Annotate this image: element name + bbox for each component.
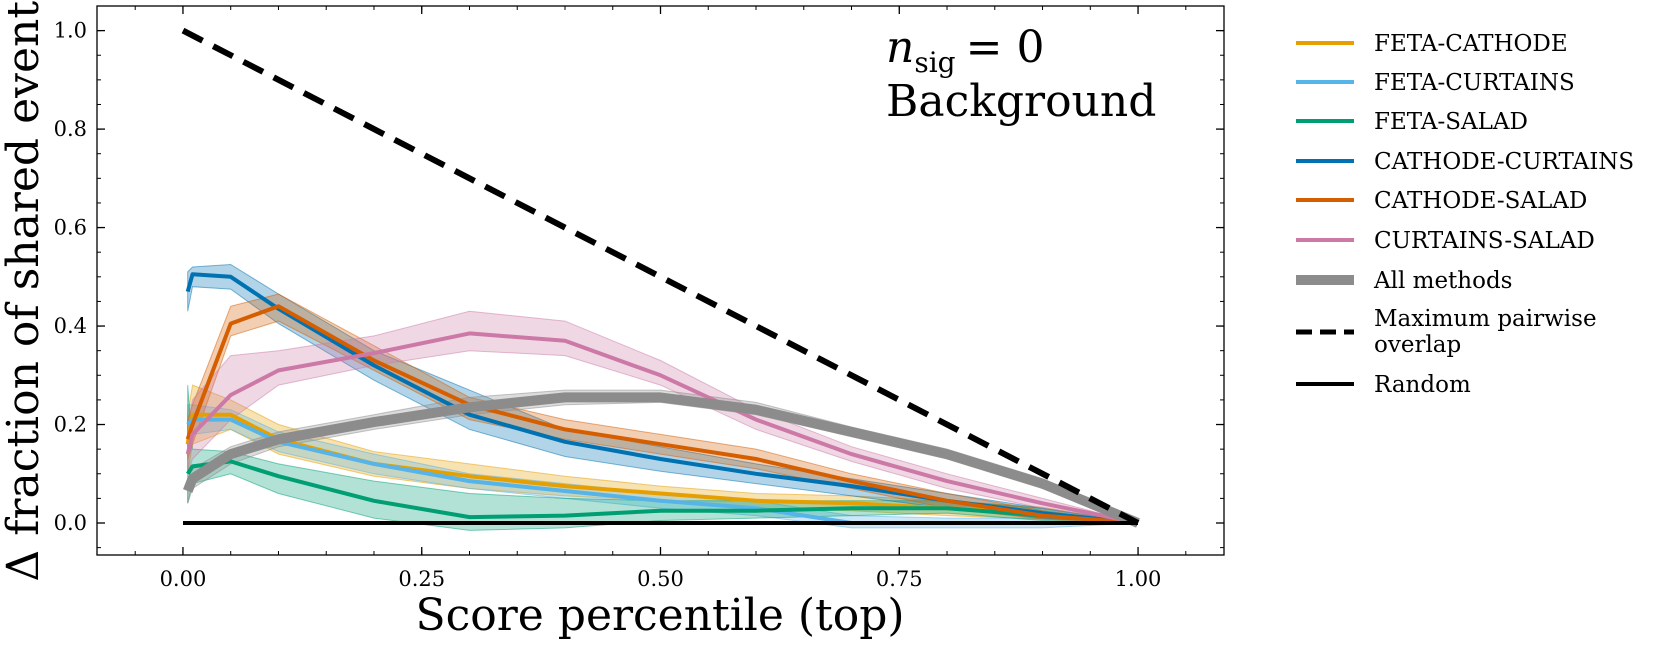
svg-text:nsig= 0: nsig = 0 — [886, 22, 1044, 79]
annotation-subscript: sig — [914, 46, 955, 79]
series-line-all-methods — [183, 392, 1140, 528]
y-axis-title: Δ fraction of shared events — [0, 0, 49, 582]
y-tick-label: 0.8 — [54, 117, 87, 141]
y-tick-label: 1.0 — [54, 19, 87, 43]
legend: FETA-CATHODE FETA-CURTAINS FETA-SALAD CATHO… — [1296, 31, 1634, 398]
legend-label: CURTAINS-SALAD — [1374, 228, 1595, 254]
series-line-maximum-pairwise-overlap — [181, 27, 1140, 526]
legend-label: FETA-SALAD — [1374, 109, 1528, 135]
legend-label: FETA-CATHODE — [1374, 31, 1568, 57]
x-axis-title: Score percentile (top) — [415, 590, 904, 641]
legend-label: CATHODE-SALAD — [1374, 188, 1587, 214]
legend-label: All methods — [1373, 268, 1512, 294]
y-tick-label: 0.0 — [54, 511, 87, 535]
legend-label: FETA-CURTAINS — [1374, 70, 1575, 96]
tick-labels: 0.00 0.25 0.50 0.75 1.00 0.0 0.2 0.4 0.6 0.8 1.0 — [54, 19, 1162, 591]
legend-label: CATHODE-CURTAINS — [1374, 149, 1634, 175]
x-tick-label: 1.00 — [1115, 567, 1162, 591]
series-lines — [181, 27, 1140, 528]
axis-ticks — [97, 6, 1224, 555]
series-line-curtains-salad — [185, 331, 1139, 525]
x-tick-label: 0.00 — [160, 567, 207, 591]
annotation-line2: Background — [886, 76, 1156, 127]
legend-label-line2: overlap — [1374, 332, 1461, 358]
annotation-symbol: n — [886, 22, 914, 73]
band-curtains-salad — [187, 310, 1139, 524]
plot-frame — [96, 5, 1225, 556]
x-tick-label: 0.50 — [637, 567, 684, 591]
legend-label: Random — [1374, 372, 1471, 398]
annotation: nsig = 0 Background — [886, 22, 1156, 127]
series-line-cathode-salad — [185, 304, 1139, 525]
legend-label: Maximum pairwise — [1374, 306, 1597, 332]
x-tick-label: 0.25 — [398, 567, 445, 591]
x-tick-label: 0.75 — [876, 567, 923, 591]
series-line-feta-salad — [186, 459, 1139, 525]
y-tick-label: 0.6 — [54, 216, 87, 240]
y-tick-label: 0.4 — [54, 314, 87, 338]
y-tick-label: 0.2 — [54, 413, 87, 437]
annotation-equals: = 0 — [966, 22, 1045, 73]
